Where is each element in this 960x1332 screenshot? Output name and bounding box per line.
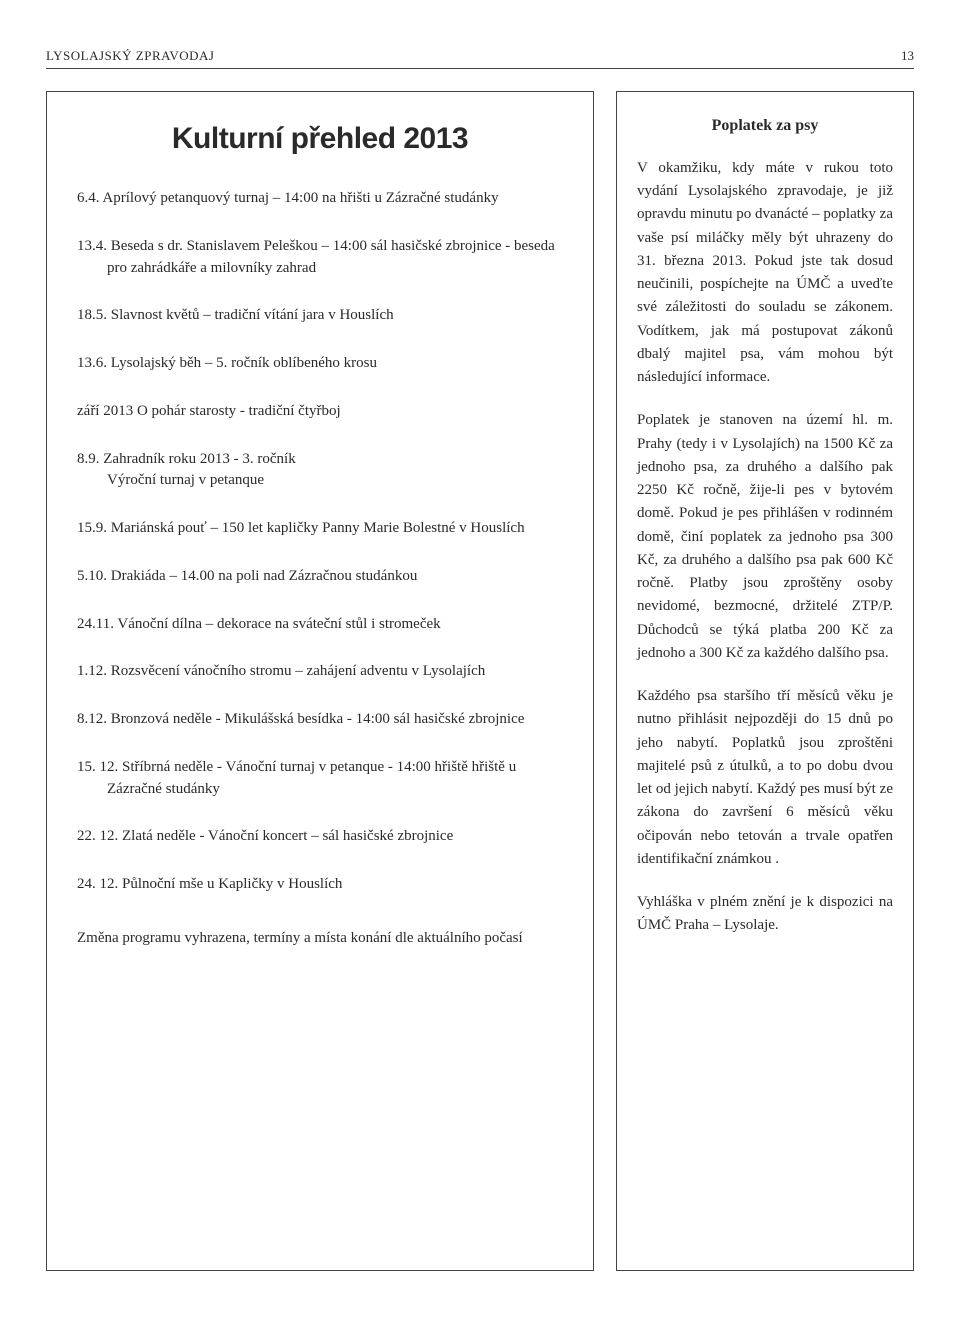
event-item: 15. 12. Stříbrná neděle - Vánoční turnaj…: [77, 757, 563, 801]
event-line1: 15. 12. Stříbrná neděle - Vánoční turnaj…: [77, 759, 516, 775]
event-item: září 2013 O pohár starosty - tradiční čt…: [77, 401, 563, 423]
left-panel-title: Kulturní přehled 2013: [77, 122, 563, 156]
event-item: 8.12. Bronzová neděle - Mikulášská besíd…: [77, 709, 563, 731]
event-list: 6.4. Aprílový petanquový turnaj – 14:00 …: [77, 188, 563, 896]
event-line1: 1.12. Rozsvěcení vánočního stromu – zahá…: [77, 663, 485, 679]
program-note: Změna programu vyhrazena, termíny a míst…: [77, 930, 563, 947]
article-paragraph: Poplatek je stanoven na území hl. m. Pra…: [637, 409, 893, 665]
event-line1: 6.4. Aprílový petanquový turnaj – 14:00 …: [77, 190, 499, 206]
event-item: 24. 12. Půlnoční mše u Kapličky v Houslí…: [77, 874, 563, 896]
event-line2: pro zahrádkáře a milovníky zahrad: [77, 258, 563, 280]
event-line1: 18.5. Slavnost květů – tradiční vítání j…: [77, 307, 394, 323]
event-line1: 5.10. Drakiáda – 14.00 na poli nad Zázra…: [77, 568, 417, 584]
event-item: 18.5. Slavnost květů – tradiční vítání j…: [77, 305, 563, 327]
event-item: 8.9. Zahradník roku 2013 - 3. ročník Výro…: [77, 449, 563, 493]
event-line1: 24.11. Vánoční dílna – dekorace na sváte…: [77, 616, 441, 632]
event-line1: 13.4. Beseda s dr. Stanislavem Peleškou …: [77, 238, 555, 254]
event-item: 22. 12. Zlatá neděle - Vánoční koncert –…: [77, 826, 563, 848]
event-line1: 22. 12. Zlatá neděle - Vánoční koncert –…: [77, 828, 453, 844]
event-item: 5.10. Drakiáda – 14.00 na poli nad Zázra…: [77, 566, 563, 588]
event-line1: září 2013 O pohár starosty - tradiční čt…: [77, 403, 341, 419]
event-item: 24.11. Vánoční dílna – dekorace na sváte…: [77, 614, 563, 636]
event-item: 6.4. Aprílový petanquový turnaj – 14:00 …: [77, 188, 563, 210]
event-item: 13.4. Beseda s dr. Stanislavem Peleškou …: [77, 236, 563, 280]
right-paragraphs: V okamžiku, kdy máte v rukou toto vydání…: [637, 157, 893, 938]
event-line2: Výroční turnaj v petanque: [77, 470, 563, 492]
columns-wrapper: Kulturní přehled 2013 6.4. Aprílový peta…: [46, 91, 914, 1271]
right-panel-heading: Poplatek za psy: [637, 114, 893, 139]
event-line1: 8.9. Zahradník roku 2013 - 3. ročník: [77, 451, 296, 467]
article-paragraph: Vyhláška v plném znění je k dispozici na…: [637, 891, 893, 938]
event-item: 15.9. Mariánská pouť – 150 let kapličky …: [77, 518, 563, 540]
event-line1: 24. 12. Půlnoční mše u Kapličky v Houslí…: [77, 876, 342, 892]
event-item: 13.6. Lysolajský běh – 5. ročník oblíben…: [77, 353, 563, 375]
event-item: 1.12. Rozsvěcení vánočního stromu – zahá…: [77, 661, 563, 683]
event-line1: 13.6. Lysolajský běh – 5. ročník oblíben…: [77, 355, 377, 371]
article-paragraph: Každého psa staršího tří měsíců věku je …: [637, 685, 893, 871]
event-line1: 8.12. Bronzová neděle - Mikulášská besíd…: [77, 711, 524, 727]
event-line1: 15.9. Mariánská pouť – 150 let kapličky …: [77, 520, 525, 536]
event-line2: Zázračné studánky: [77, 779, 563, 801]
page-number: 13: [901, 48, 914, 64]
right-panel: Poplatek za psy V okamžiku, kdy máte v r…: [616, 91, 914, 1271]
page-header: LYSOLAJSKÝ ZPRAVODAJ 13: [46, 48, 914, 69]
left-panel: Kulturní přehled 2013 6.4. Aprílový peta…: [46, 91, 594, 1271]
article-paragraph: V okamžiku, kdy máte v rukou toto vydání…: [637, 157, 893, 390]
publication-title: LYSOLAJSKÝ ZPRAVODAJ: [46, 48, 214, 64]
